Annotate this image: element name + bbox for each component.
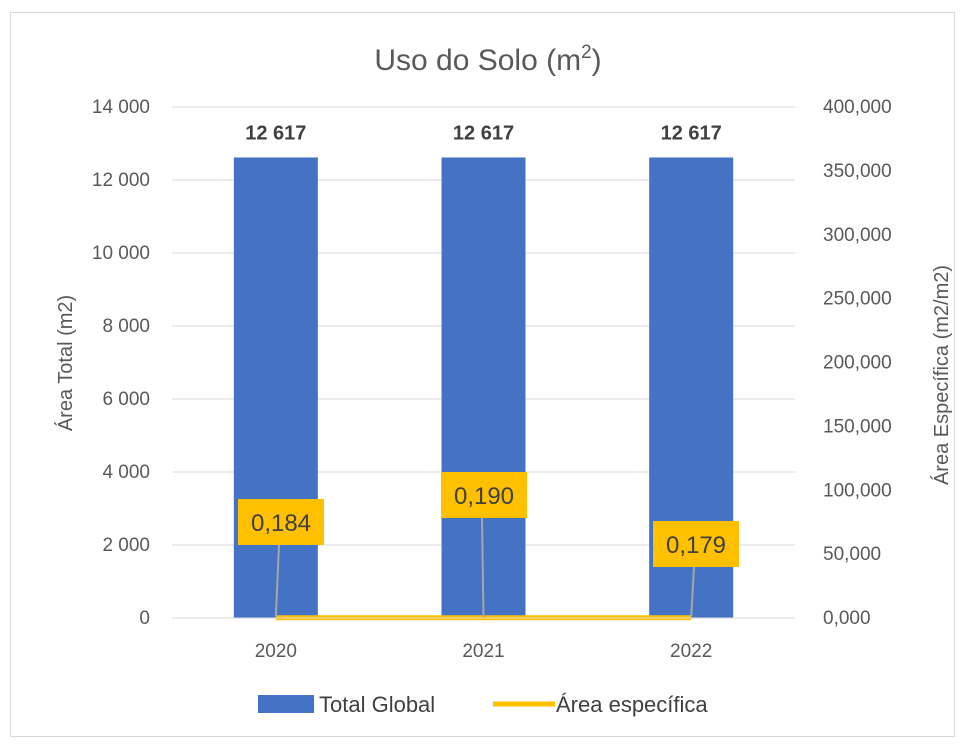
y-tick-right-label: 400,000 (823, 97, 892, 118)
bar-total-global (441, 157, 526, 619)
line-data-label: 0,179 (666, 532, 726, 559)
x-tick-label: 2022 (670, 641, 712, 662)
y-tick-left-label: 8 000 (102, 316, 150, 337)
y-tick-right-label: 250,000 (823, 289, 892, 310)
y-tick-left-label: 0 (139, 608, 150, 629)
y-tick-right-label: 300,000 (823, 225, 892, 246)
y-tick-right-label: 100,000 (823, 480, 892, 501)
y-tick-right-label: 200,000 (823, 353, 892, 374)
y-tick-left-label: 4 000 (102, 462, 150, 483)
y-tick-left-label: 10 000 (92, 243, 150, 264)
data-labels: 12 617 12 617 12 617 0,184 0,190 0,179 (238, 122, 739, 617)
line-data-label: 0,184 (251, 510, 311, 537)
y-tick-left-label: 6 000 (102, 389, 150, 410)
leader-line (274, 544, 280, 617)
bar-data-label: 12 617 (453, 122, 514, 144)
leader-line (690, 566, 695, 617)
bar-data-label: 12 617 (661, 122, 722, 144)
bar-data-label: 12 617 (245, 122, 306, 144)
legend-swatch-total-global (258, 695, 314, 713)
chart-title: Uso do Solo (m2) (374, 42, 601, 77)
legend-label-area-especifica: Área específica (556, 692, 708, 717)
y-tick-right-label: 150,000 (823, 416, 892, 437)
y-tick-right-label: 50,000 (823, 544, 881, 565)
line-data-label-box (441, 472, 527, 518)
x-tick-label: 2021 (462, 641, 504, 662)
y-tick-right-label: 0,000 (823, 608, 871, 629)
y-axis-left-title: Área Total (m2) (54, 295, 77, 431)
bar-total-global (233, 157, 318, 619)
y-tick-right-label: 350,000 (823, 161, 892, 182)
legend-label-total-global: Total Global (319, 692, 435, 717)
x-tick-label: 2020 (255, 641, 297, 662)
y-axis-right-title: Área Específica (m2/m2) (930, 265, 953, 485)
leader-line (481, 517, 485, 617)
line-data-label: 0,190 (454, 483, 514, 510)
y-tick-left-label: 12 000 (92, 170, 150, 191)
y-tick-left-label: 2 000 (102, 535, 150, 556)
y-tick-left-label: 14 000 (92, 97, 150, 118)
legend: Total Global Área específica (258, 692, 708, 717)
axes: 14 000 12 000 10 000 8 000 6 000 4 000 2 000 0 4… (92, 97, 892, 662)
line-data-label-box (653, 521, 739, 567)
line-data-label-box (238, 499, 324, 545)
